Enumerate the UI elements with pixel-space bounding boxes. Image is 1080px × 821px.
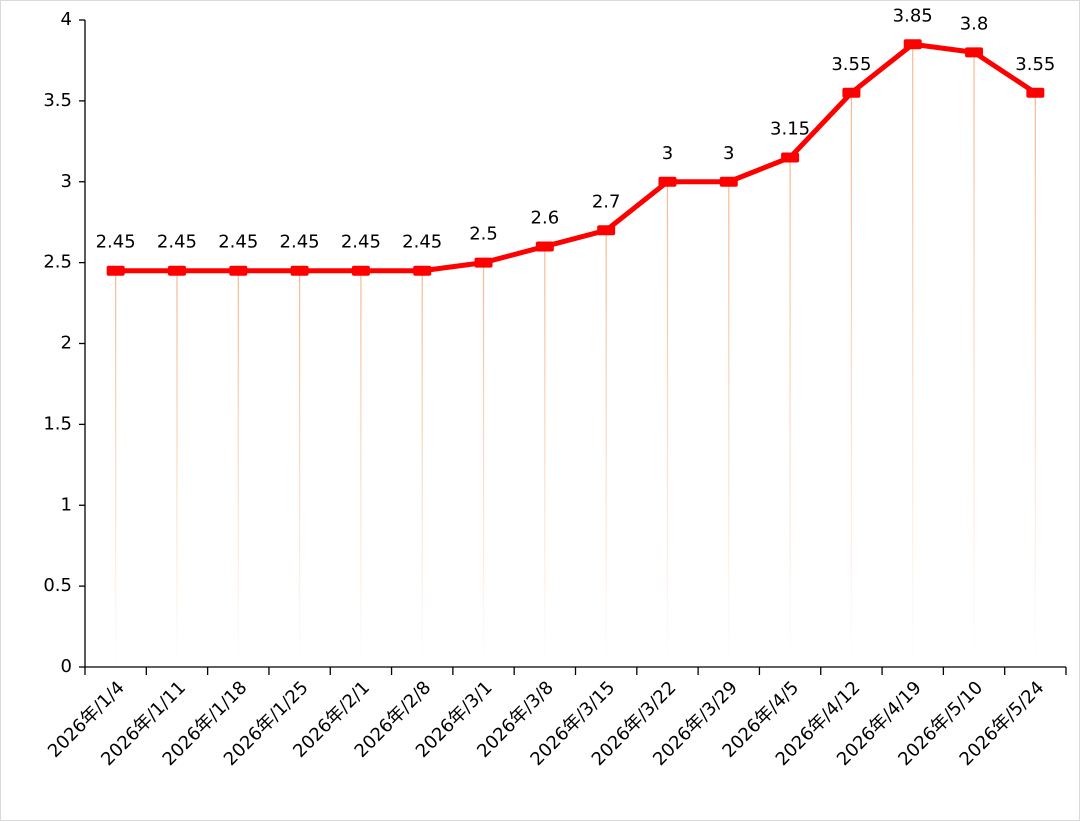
data-point bbox=[167, 265, 186, 276]
y-tick-label: 2 bbox=[61, 333, 72, 354]
drop-lines bbox=[115, 44, 1036, 668]
data-label: 2.45 bbox=[218, 232, 258, 253]
data-point bbox=[903, 39, 922, 50]
drop-line bbox=[237, 270, 239, 667]
data-point bbox=[597, 225, 616, 236]
y-tick-label: 3.5 bbox=[43, 90, 72, 111]
drop-line bbox=[176, 270, 178, 667]
data-point bbox=[229, 265, 248, 276]
data-label: 2.45 bbox=[402, 232, 442, 253]
data-label: 2.45 bbox=[157, 232, 197, 253]
y-tick-label: 2.5 bbox=[43, 252, 72, 273]
drop-line bbox=[482, 262, 485, 667]
drop-line bbox=[605, 230, 607, 667]
data-label: 3 bbox=[662, 143, 673, 164]
data-label: 2.45 bbox=[96, 232, 136, 253]
data-point bbox=[965, 47, 984, 58]
data-label: 3.85 bbox=[893, 5, 933, 26]
data-point bbox=[106, 265, 125, 276]
data-label: 2.45 bbox=[341, 232, 381, 253]
data-point bbox=[1026, 87, 1045, 98]
drop-line bbox=[728, 181, 730, 667]
drop-line bbox=[360, 270, 362, 667]
data-point bbox=[781, 152, 800, 163]
data-point bbox=[842, 87, 861, 98]
drop-line bbox=[544, 246, 546, 667]
drop-line bbox=[789, 157, 791, 668]
y-tick-label: 1.5 bbox=[43, 413, 72, 434]
data-label: 3.8 bbox=[960, 13, 989, 34]
data-label: 2.45 bbox=[280, 232, 320, 253]
data-point bbox=[351, 265, 370, 276]
data-line bbox=[115, 41, 1037, 274]
data-label: 2.6 bbox=[531, 207, 560, 228]
data-point bbox=[658, 176, 677, 187]
data-point bbox=[290, 265, 309, 276]
data-label: 3 bbox=[723, 143, 734, 164]
data-label: 2.7 bbox=[592, 191, 621, 212]
drop-line bbox=[115, 270, 117, 667]
drop-line bbox=[1034, 92, 1036, 668]
data-point bbox=[719, 176, 738, 187]
data-label: 3.15 bbox=[770, 118, 810, 139]
data-point bbox=[413, 265, 432, 276]
y-tick-label: 1 bbox=[61, 494, 72, 515]
drop-line bbox=[850, 92, 853, 668]
y-tick-label: 0.5 bbox=[43, 575, 72, 596]
data-label: 2.5 bbox=[469, 224, 498, 245]
y-tick-label: 4 bbox=[61, 9, 72, 30]
drop-line bbox=[421, 270, 423, 667]
drop-line bbox=[973, 52, 975, 668]
drop-line bbox=[666, 181, 669, 667]
drop-line bbox=[298, 270, 301, 667]
drop-line bbox=[912, 44, 914, 667]
y-tick-label: 0 bbox=[61, 656, 72, 677]
data-point bbox=[474, 257, 493, 268]
data-label: 3.55 bbox=[831, 54, 871, 75]
data-point bbox=[535, 241, 554, 252]
y-tick-label: 3 bbox=[61, 171, 72, 192]
data-label: 3.55 bbox=[1015, 54, 1055, 75]
